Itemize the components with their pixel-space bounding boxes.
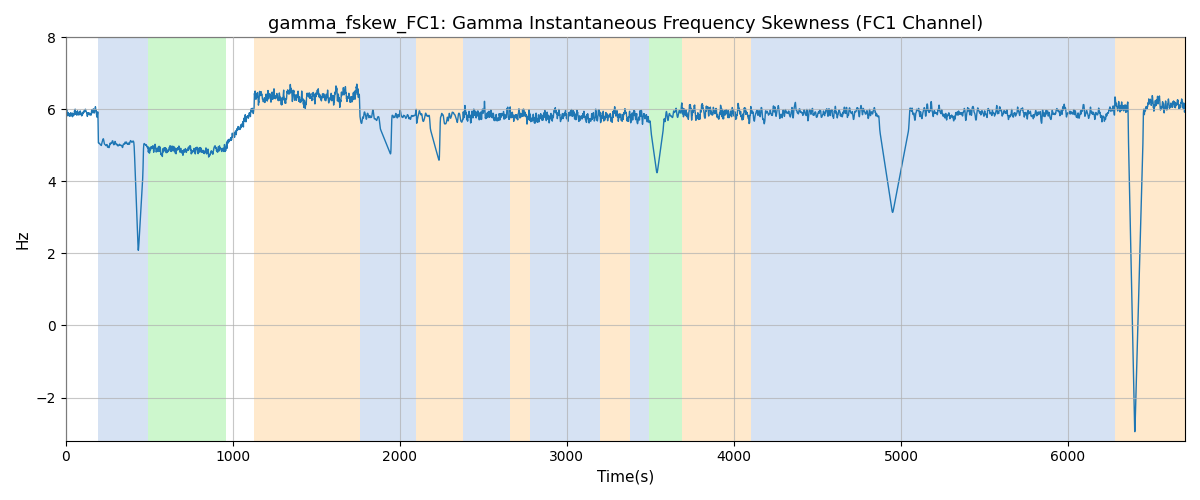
Bar bbox=[751, 38, 847, 440]
Bar bbox=[98, 38, 148, 440]
Bar bbox=[682, 38, 751, 440]
Bar bbox=[600, 38, 630, 440]
Bar bbox=[847, 38, 1115, 440]
Title: gamma_fskew_FC1: Gamma Instantaneous Frequency Skewness (FC1 Channel): gamma_fskew_FC1: Gamma Instantaneous Fre… bbox=[268, 15, 983, 34]
X-axis label: Time(s): Time(s) bbox=[596, 470, 654, 485]
Bar bbox=[254, 38, 360, 440]
Y-axis label: Hz: Hz bbox=[16, 230, 30, 249]
Bar bbox=[530, 38, 600, 440]
Bar bbox=[463, 38, 510, 440]
Bar bbox=[148, 38, 226, 440]
Bar bbox=[416, 38, 463, 440]
Bar bbox=[649, 38, 682, 440]
Bar bbox=[510, 38, 530, 440]
Bar bbox=[1115, 38, 1186, 440]
Bar bbox=[360, 38, 416, 440]
Bar bbox=[630, 38, 649, 440]
